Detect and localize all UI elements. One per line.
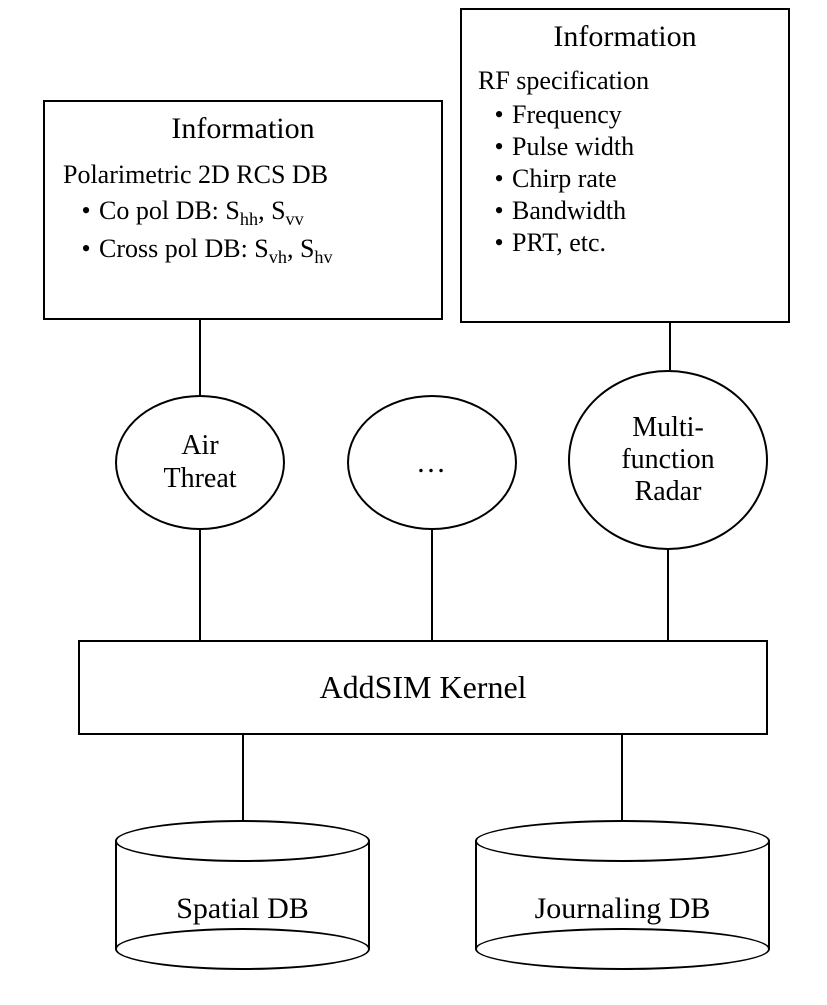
info-right-bullet-4: •PRT, etc.: [486, 228, 772, 258]
bullet-text: Bandwidth: [512, 196, 626, 226]
air-threat-line2: Threat: [163, 463, 236, 495]
bullet-icon: •: [486, 228, 512, 258]
info-right-title: Information: [478, 20, 772, 54]
bullet-text: Co pol DB: Shh, Svv: [99, 196, 304, 230]
info-right-bullet-2: •Chirp rate: [486, 164, 772, 194]
radar-line2: function: [621, 444, 714, 476]
spatial-db-node: Spatial DB: [115, 820, 370, 970]
kernel-box: AddSIM Kernel: [78, 640, 768, 735]
info-left-title: Information: [63, 112, 423, 146]
ellipsis-node: …: [347, 395, 517, 530]
info-left-box: Information Polarimetric 2D RCS DB • Co …: [43, 100, 443, 320]
bullet-text: Frequency: [512, 100, 622, 130]
bullet-icon: •: [486, 196, 512, 226]
info-right-box: Information RF specification •Frequency•…: [460, 8, 790, 323]
air-threat-node: Air Threat: [115, 395, 285, 530]
bullet-text: Cross pol DB: Svh, Shv: [99, 234, 333, 268]
bullet-icon: •: [73, 234, 99, 264]
info-left-bullet-1: • Cross pol DB: Svh, Shv: [73, 234, 423, 268]
info-right-bullet-1: •Pulse width: [486, 132, 772, 162]
bullet-icon: •: [486, 132, 512, 162]
bullet-text: PRT, etc.: [512, 228, 606, 258]
spatial-db-label: Spatial DB: [115, 892, 370, 926]
bullet-icon: •: [486, 100, 512, 130]
info-right-subtitle: RF specification: [478, 66, 772, 96]
info-right-bullet-3: •Bandwidth: [486, 196, 772, 226]
radar-line3: Radar: [621, 476, 714, 508]
bullet-text: Chirp rate: [512, 164, 617, 194]
air-threat-line1: Air: [163, 430, 236, 462]
journaling-db-label: Journaling DB: [475, 892, 770, 926]
info-left-subtitle: Polarimetric 2D RCS DB: [63, 160, 423, 190]
info-right-bullet-0: •Frequency: [486, 100, 772, 130]
bullet-icon: •: [73, 196, 99, 226]
kernel-label: AddSIM Kernel: [319, 669, 526, 706]
radar-node: Multi- function Radar: [568, 370, 768, 550]
bullet-icon: •: [486, 164, 512, 194]
radar-line1: Multi-: [621, 412, 714, 444]
bullet-text: Pulse width: [512, 132, 634, 162]
journaling-db-node: Journaling DB: [475, 820, 770, 970]
ellipsis-text: …: [416, 446, 448, 480]
info-left-bullet-0: • Co pol DB: Shh, Svv: [73, 196, 423, 230]
